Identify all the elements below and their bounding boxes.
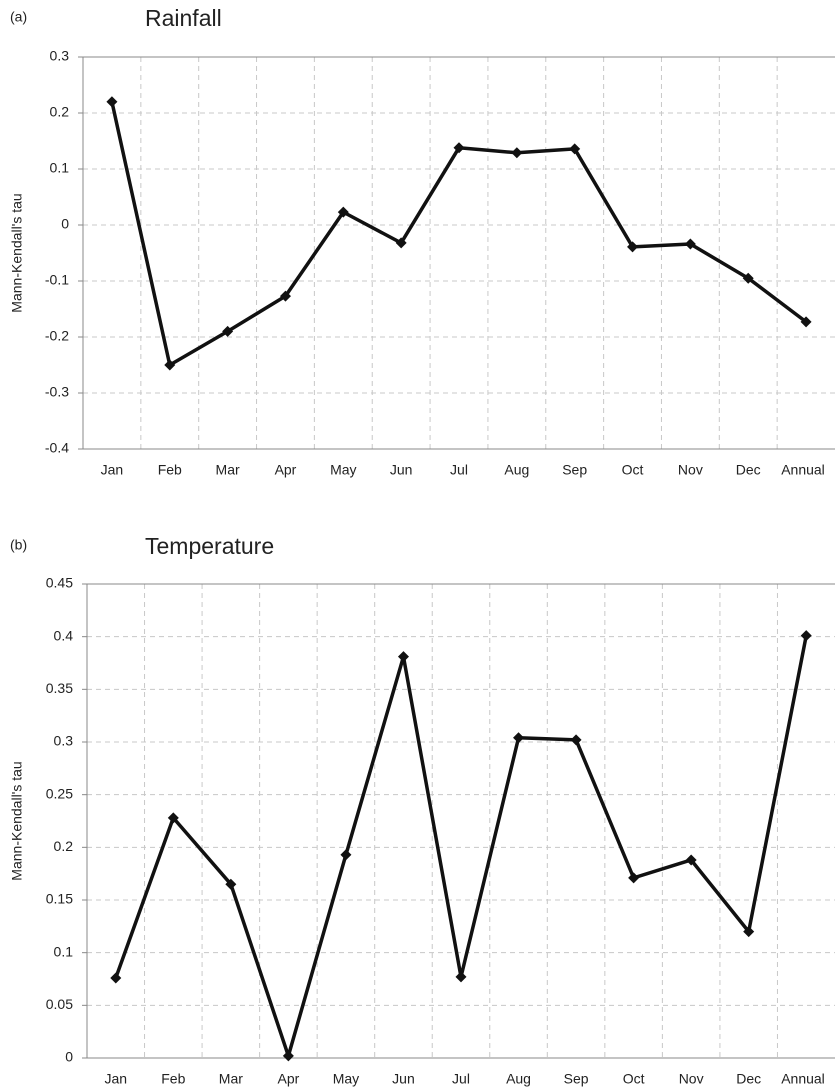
- x-tick-label: Mar: [216, 462, 240, 478]
- data-point: [569, 143, 581, 155]
- y-tick-label: -0.1: [45, 272, 69, 288]
- y-tick-label: 0.2: [50, 104, 70, 120]
- data-point: [685, 854, 697, 866]
- y-tick-label: 0.1: [54, 943, 74, 959]
- data-point: [340, 849, 352, 861]
- x-tick-label: Dec: [736, 1071, 761, 1087]
- data-point: [222, 325, 234, 337]
- data-point: [225, 878, 237, 890]
- y-tick-label: 0.1: [50, 160, 70, 176]
- y-tick-label: -0.4: [45, 440, 69, 456]
- y-tick-label: 0: [61, 216, 69, 232]
- x-tick-label: Annual: [781, 1071, 825, 1087]
- y-tick-label: 0.4: [54, 627, 74, 643]
- y-tick-label: 0.25: [46, 785, 73, 801]
- x-tick-label: Oct: [623, 1071, 645, 1087]
- data-point: [279, 290, 291, 302]
- data-point: [800, 630, 812, 642]
- x-tick-label: Mar: [219, 1071, 243, 1087]
- x-tick-label: Feb: [161, 1071, 185, 1087]
- chart-title: Rainfall: [145, 5, 222, 31]
- data-point: [167, 812, 179, 824]
- y-tick-label: 0: [65, 1049, 73, 1065]
- y-tick-label: 0.3: [54, 733, 74, 749]
- x-tick-label: Sep: [564, 1071, 589, 1087]
- x-tick-label: Apr: [277, 1071, 299, 1087]
- x-tick-label: Oct: [622, 462, 644, 478]
- data-point: [282, 1050, 294, 1062]
- x-tick-label: Jan: [104, 1071, 127, 1087]
- data-point: [110, 972, 122, 984]
- panel-label: (a): [10, 9, 27, 25]
- y-tick-label: 0.2: [54, 838, 74, 854]
- x-tick-label: Nov: [679, 1071, 704, 1087]
- data-point: [511, 147, 523, 159]
- data-point: [455, 971, 467, 983]
- y-tick-label: 0.3: [50, 48, 70, 64]
- data-line: [110, 101, 808, 367]
- data-point: [628, 872, 640, 884]
- chart-title: Temperature: [145, 533, 274, 559]
- x-tick-label: Aug: [506, 1071, 531, 1087]
- data-point: [397, 651, 409, 663]
- data-line: [114, 635, 808, 1058]
- x-tick-label: Jul: [452, 1071, 470, 1087]
- y-tick-label: 0.15: [46, 891, 73, 907]
- x-tick-label: Nov: [678, 462, 703, 478]
- y-axis-label: Mann-Kendall's tau: [9, 761, 25, 880]
- data-point: [513, 732, 525, 744]
- data-point: [800, 316, 812, 328]
- data-point: [743, 926, 755, 938]
- x-tick-label: Jan: [101, 462, 124, 478]
- data-point: [684, 238, 696, 250]
- x-tick-label: Annual: [781, 462, 825, 478]
- x-tick-label: Feb: [158, 462, 182, 478]
- panel-label: (b): [10, 537, 27, 553]
- x-tick-label: May: [333, 1071, 359, 1087]
- data-point: [627, 241, 639, 253]
- y-tick-label: 0.45: [46, 575, 73, 591]
- x-tick-label: Dec: [736, 462, 761, 478]
- data-point: [395, 237, 407, 249]
- y-tick-label: 0.05: [46, 996, 73, 1012]
- y-axis-label: Mann-Kendall's tau: [9, 193, 25, 312]
- data-point: [453, 142, 465, 154]
- x-tick-label: Jun: [392, 1071, 415, 1087]
- y-tick-label: -0.2: [45, 328, 69, 344]
- x-tick-label: Jun: [390, 462, 413, 478]
- data-point: [570, 734, 582, 746]
- x-tick-label: Sep: [562, 462, 587, 478]
- data-point: [742, 272, 754, 284]
- data-point: [337, 206, 349, 218]
- data-point: [164, 359, 176, 371]
- x-tick-label: May: [330, 462, 356, 478]
- y-tick-label: 0.35: [46, 680, 73, 696]
- x-tick-label: Aug: [504, 462, 529, 478]
- y-tick-label: -0.3: [45, 384, 69, 400]
- data-point: [106, 96, 118, 108]
- x-tick-label: Jul: [450, 462, 468, 478]
- x-tick-label: Apr: [275, 462, 297, 478]
